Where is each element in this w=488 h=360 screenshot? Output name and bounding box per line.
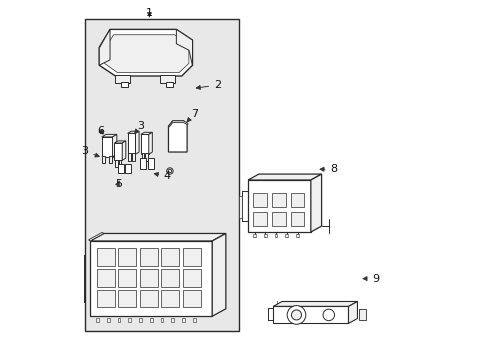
Bar: [140, 269, 158, 287]
Bar: [147, 158, 154, 169]
Bar: [125, 164, 131, 173]
Polygon shape: [90, 241, 212, 316]
Bar: [264, 234, 266, 237]
Bar: [149, 318, 152, 321]
Bar: [140, 248, 158, 266]
Bar: [97, 248, 115, 266]
Polygon shape: [348, 301, 357, 323]
Bar: [290, 212, 304, 226]
Text: 3: 3: [134, 121, 143, 134]
Text: 1: 1: [146, 8, 153, 18]
Bar: [183, 269, 201, 287]
Bar: [115, 75, 129, 83]
Bar: [97, 290, 115, 307]
Bar: [119, 159, 121, 167]
Polygon shape: [141, 132, 152, 134]
Polygon shape: [247, 174, 321, 180]
Bar: [171, 318, 174, 321]
Circle shape: [166, 168, 173, 174]
Text: 8: 8: [320, 164, 337, 174]
Text: 3: 3: [81, 146, 99, 157]
Bar: [183, 248, 201, 266]
Bar: [142, 153, 144, 161]
Text: 6: 6: [97, 126, 103, 135]
Bar: [160, 75, 174, 83]
Bar: [274, 234, 277, 237]
Bar: [183, 290, 201, 307]
Bar: [285, 234, 287, 237]
Polygon shape: [148, 132, 152, 154]
Polygon shape: [104, 35, 188, 72]
Bar: [296, 234, 298, 237]
Polygon shape: [114, 143, 122, 160]
Bar: [102, 156, 105, 163]
Bar: [96, 318, 99, 321]
Polygon shape: [122, 141, 125, 160]
Text: 4: 4: [154, 171, 171, 181]
Bar: [140, 290, 158, 307]
Polygon shape: [273, 301, 357, 306]
Polygon shape: [310, 174, 321, 232]
Polygon shape: [176, 30, 192, 65]
Bar: [253, 193, 266, 207]
Bar: [117, 318, 120, 321]
Bar: [182, 318, 184, 321]
Bar: [115, 159, 118, 167]
Circle shape: [291, 310, 301, 320]
Polygon shape: [135, 131, 139, 154]
Polygon shape: [127, 134, 135, 154]
Bar: [128, 318, 131, 321]
Text: 5: 5: [115, 179, 122, 189]
Polygon shape: [99, 30, 192, 76]
Bar: [118, 269, 136, 287]
Bar: [290, 193, 304, 207]
Bar: [161, 248, 179, 266]
Bar: [192, 318, 195, 321]
Bar: [139, 318, 142, 321]
Bar: [253, 212, 266, 226]
Bar: [140, 158, 146, 169]
Bar: [85, 19, 239, 330]
Bar: [132, 153, 135, 161]
Bar: [106, 318, 109, 321]
Circle shape: [323, 309, 334, 321]
Circle shape: [168, 169, 171, 173]
Bar: [118, 248, 136, 266]
Bar: [160, 318, 163, 321]
Polygon shape: [102, 134, 117, 137]
Bar: [161, 269, 179, 287]
Bar: [128, 153, 131, 161]
Bar: [271, 193, 285, 207]
Polygon shape: [168, 121, 187, 152]
Polygon shape: [88, 233, 104, 241]
Polygon shape: [90, 234, 225, 241]
Polygon shape: [127, 131, 139, 134]
Polygon shape: [247, 180, 310, 232]
Text: 7: 7: [187, 109, 198, 122]
Polygon shape: [239, 196, 241, 218]
Polygon shape: [99, 30, 110, 65]
Bar: [271, 212, 285, 226]
Polygon shape: [102, 137, 112, 157]
Bar: [165, 82, 172, 87]
Polygon shape: [112, 134, 117, 157]
Bar: [118, 290, 136, 307]
Polygon shape: [168, 121, 187, 127]
Bar: [97, 269, 115, 287]
Text: 9: 9: [363, 274, 378, 284]
Bar: [145, 153, 148, 161]
Bar: [109, 156, 112, 163]
Bar: [121, 82, 128, 87]
Text: 2: 2: [196, 80, 221, 90]
Circle shape: [286, 306, 305, 324]
Polygon shape: [273, 306, 348, 323]
Polygon shape: [141, 134, 148, 154]
Bar: [253, 234, 255, 237]
Bar: [358, 309, 365, 320]
Polygon shape: [114, 141, 125, 143]
Polygon shape: [212, 234, 225, 316]
Bar: [118, 164, 123, 173]
Bar: [161, 290, 179, 307]
